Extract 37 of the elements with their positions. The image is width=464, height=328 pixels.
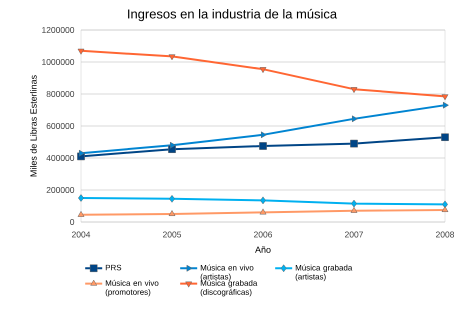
- point: [78, 150, 85, 157]
- point: [352, 115, 358, 122]
- x-tick-label: 2004: [72, 232, 90, 238]
- point: [442, 94, 448, 100]
- y-tick-label: 400000: [46, 155, 74, 161]
- point: [442, 206, 448, 212]
- point: [170, 142, 176, 149]
- point: [168, 54, 176, 60]
- y-axis-title: Miles de Libras Esterlinas: [30, 75, 37, 176]
- point: [441, 133, 449, 142]
- y-tick-label: 1200000: [42, 27, 74, 33]
- point: [442, 102, 449, 109]
- chart-title: Ingresos en la industria de la música: [128, 8, 338, 22]
- y-tick-label: 800000: [46, 91, 74, 97]
- point: [260, 208, 266, 214]
- point: [350, 87, 358, 94]
- y-tick-label: 1000000: [42, 59, 74, 65]
- y-tick-label: 0: [70, 219, 74, 225]
- point: [78, 48, 84, 55]
- point: [78, 194, 84, 202]
- point: [350, 140, 358, 148]
- x-axis-title: Año: [255, 246, 271, 253]
- x-tick-label: 2007: [345, 232, 363, 238]
- y-tick-label: 200000: [46, 187, 74, 193]
- x-tick-label: 2008: [436, 232, 454, 238]
- point: [78, 210, 84, 217]
- y-tick-label: 600000: [46, 123, 74, 129]
- point: [169, 194, 175, 203]
- point: [168, 210, 176, 216]
- point: [260, 131, 267, 138]
- x-tick-label: 2005: [163, 232, 182, 238]
- point: [260, 196, 266, 204]
- point: [259, 142, 267, 150]
- point: [260, 67, 266, 74]
- point: [350, 206, 358, 213]
- x-tick-label: 2006: [254, 232, 272, 238]
- point: [351, 200, 357, 208]
